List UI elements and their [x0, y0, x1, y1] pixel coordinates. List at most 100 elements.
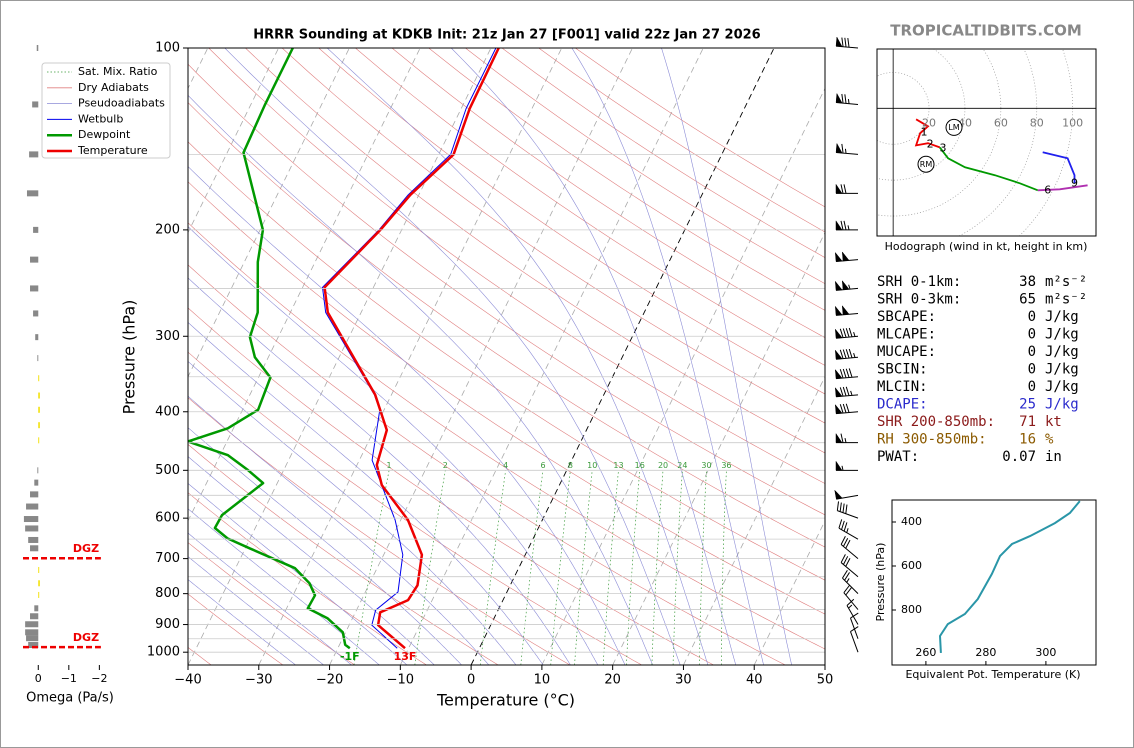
- dry-adiabat: [281, 48, 825, 424]
- barb-lines: [836, 93, 859, 105]
- x-tick-label: −30: [245, 673, 272, 688]
- watermark: TROPICALTIDBITS.COM: [890, 22, 1082, 40]
- barb-flags: [835, 460, 843, 471]
- wind-barb: [835, 432, 858, 444]
- thetae-x-label: Equivalent Pot. Temperature (K): [905, 668, 1080, 681]
- isotherm: [258, 48, 563, 665]
- barb-lines: [836, 348, 859, 360]
- wind-barb: [840, 536, 859, 559]
- stat-unit: J/kg: [1045, 344, 1079, 360]
- mixing-ratio-label: 13: [613, 461, 623, 470]
- stat-value: 25: [1019, 397, 1036, 413]
- y-tick-label: 100: [155, 41, 180, 56]
- stat-unit: m²s⁻²: [1045, 274, 1087, 290]
- barb-lines: [836, 368, 859, 380]
- profile-line: [323, 48, 500, 650]
- stat-value: 0: [1028, 379, 1036, 395]
- y-tick-label: 300: [155, 329, 180, 344]
- hodograph-ring-label: 20: [922, 116, 936, 129]
- barb-flags: [834, 349, 843, 360]
- dry-adiabat: [391, 48, 825, 339]
- stat-label: SRH 0-1km:: [877, 274, 961, 290]
- dry-adiabat: [188, 63, 825, 516]
- dry-adiabat: [245, 48, 825, 454]
- wind-barb: [850, 612, 859, 639]
- barb-lines: [838, 519, 859, 540]
- stat-unit: J/kg: [1045, 327, 1079, 343]
- thetae-y-tick-label: 600: [901, 559, 922, 572]
- height-label: 1: [921, 125, 928, 138]
- stat-label: PWAT:: [877, 449, 919, 465]
- mixing-ratio-label: 1: [387, 461, 392, 470]
- dgz-label: DGZ: [73, 631, 99, 644]
- hodograph-trace: [914, 118, 941, 149]
- wind-barb: [834, 304, 859, 316]
- stat-label: MLCIN:: [877, 379, 928, 395]
- dry-adiabat: [188, 593, 284, 665]
- omega-x-tick-label: 0: [35, 672, 42, 685]
- legend-box: [41, 62, 171, 159]
- thetae-y-tick-label: 400: [901, 515, 922, 528]
- stat-label: SBCIN:: [877, 362, 928, 378]
- stat-value: 65: [1019, 292, 1036, 308]
- mixing-ratio-line: [626, 470, 641, 665]
- omega-bar: [30, 256, 39, 263]
- wind-barb: [835, 220, 858, 231]
- wind-barb: [840, 554, 859, 578]
- mixing-ratio-line: [602, 470, 619, 665]
- omega-bar: [34, 605, 39, 612]
- legend-label: Temperature: [77, 144, 148, 157]
- stat-value: 0: [1028, 309, 1036, 325]
- omega-bar: [38, 422, 40, 429]
- height-label: 6: [1044, 183, 1051, 196]
- wind-barb: [834, 327, 859, 339]
- omega-bar: [38, 437, 40, 444]
- dry-adiabat: [188, 492, 427, 665]
- omega-bar: [26, 635, 39, 642]
- mixing-ratio-label: 10: [587, 461, 597, 470]
- omega-bar: [38, 566, 40, 573]
- isotherm: [188, 48, 279, 234]
- hodograph-plot: [877, 49, 1096, 236]
- omega-bar: [37, 355, 39, 362]
- hodograph-ring-label: 60: [994, 116, 1008, 129]
- pseudoadiabat: [188, 94, 653, 665]
- hodograph-ring-label: 80: [1030, 116, 1044, 129]
- stat-unit: m²s⁻²: [1045, 292, 1087, 308]
- storm-motion-label: RM: [920, 160, 933, 169]
- stat-unit: J/kg: [1045, 397, 1079, 413]
- stat-label: DCAPE:: [877, 397, 928, 413]
- barb-lines: [836, 37, 859, 49]
- omega-bar: [38, 580, 40, 587]
- mixing-ratio-label: 4: [503, 461, 508, 470]
- barb-flags: [834, 279, 850, 291]
- plot-frame: [187, 47, 826, 666]
- omega-bar: [26, 503, 39, 510]
- y-tick-label: 600: [155, 511, 180, 526]
- isotherm: [188, 48, 350, 378]
- wind-barb: [834, 348, 859, 360]
- stat-value: 16: [1019, 432, 1036, 448]
- omega-bar: [30, 545, 39, 552]
- thetae-x-tick-label: 280: [975, 646, 996, 659]
- pseudoadiabat: [188, 556, 324, 665]
- omega-bar: [38, 591, 40, 598]
- mixing-ratio-line: [550, 470, 571, 665]
- pseudoadiabat: [224, 48, 681, 665]
- pseudoadiabat: [188, 395, 490, 665]
- isotherm: [612, 231, 825, 665]
- isotherm: [470, 48, 775, 665]
- barb-flags: [835, 36, 843, 47]
- omega-x-tick-label: −2: [91, 672, 107, 685]
- thetae-line: [938, 500, 1081, 653]
- barb-lines: [836, 386, 859, 398]
- mixing-ratio-line: [520, 470, 544, 665]
- stat-label: MLCAPE:: [877, 327, 936, 343]
- y-tick-label: 400: [155, 404, 180, 419]
- dry-adiabat: [188, 444, 499, 665]
- x-axis-label: Temperature (°C): [436, 691, 575, 710]
- pseudoadiabat: [188, 166, 626, 665]
- omega-x-tick-label: −1: [61, 672, 77, 685]
- stat-unit: J/kg: [1045, 362, 1079, 378]
- wind-barb: [846, 598, 859, 625]
